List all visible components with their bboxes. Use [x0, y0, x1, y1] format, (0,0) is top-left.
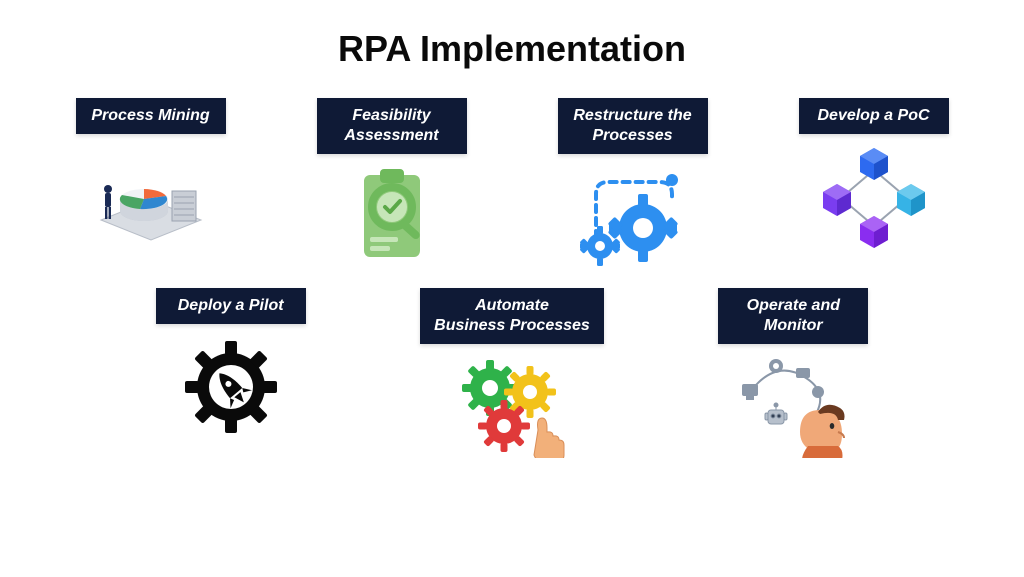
row-1: Process Mining	[0, 88, 1024, 270]
process-mining-icon	[81, 140, 221, 250]
label-feasibility: FeasibilityAssessment	[317, 98, 467, 154]
label-restructure: Restructure theProcesses	[558, 98, 708, 154]
label-pilot: Deploy a Pilot	[156, 288, 306, 324]
label-automate: AutomateBusiness Processes	[420, 288, 604, 344]
row-2: Deploy a Pilot	[0, 270, 1024, 460]
cubes-network-icon	[804, 140, 944, 250]
step-pilot: Deploy a Pilot	[126, 288, 336, 440]
step-automate: AutomateBusiness Processes	[407, 288, 617, 460]
step-process-mining: Process Mining	[46, 98, 256, 250]
gears-hand-icon	[442, 350, 582, 460]
label-poc: Develop a PoC	[799, 98, 949, 134]
clipboard-check-icon	[322, 160, 462, 270]
step-feasibility: FeasibilityAssessment	[287, 98, 497, 270]
step-poc: Develop a PoC	[769, 98, 979, 250]
gear-rocket-icon	[161, 330, 301, 440]
label-process-mining: Process Mining	[76, 98, 226, 134]
label-operate: Operate andMonitor	[718, 288, 868, 344]
step-restructure: Restructure theProcesses	[528, 98, 738, 270]
person-monitor-icon	[723, 350, 863, 460]
step-operate: Operate andMonitor	[688, 288, 898, 460]
page-title: RPA Implementation	[0, 0, 1024, 88]
gears-path-icon	[563, 160, 703, 270]
